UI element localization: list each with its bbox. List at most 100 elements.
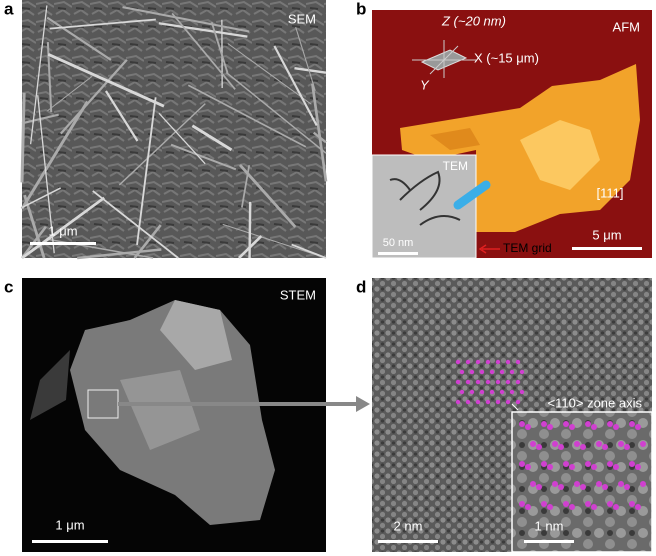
needle bbox=[227, 43, 312, 105]
atom-dot bbox=[591, 504, 597, 510]
atom-dot bbox=[495, 399, 501, 405]
atom-dot bbox=[613, 464, 619, 470]
atom-dot bbox=[465, 359, 471, 365]
atom-dot bbox=[624, 484, 630, 490]
needle bbox=[158, 112, 206, 165]
atom-dot bbox=[525, 424, 531, 430]
annotation: TEM grid bbox=[503, 241, 552, 255]
axis-x: X (~15 μm) bbox=[474, 50, 539, 65]
atom-dot bbox=[580, 444, 586, 450]
atom-dot bbox=[635, 504, 641, 510]
atom-dot bbox=[525, 504, 531, 510]
panel-label: a bbox=[4, 0, 14, 18]
atom-dot bbox=[455, 399, 461, 405]
axis-y: Y bbox=[420, 77, 430, 92]
scale-bar-label: 5 μm bbox=[592, 227, 621, 242]
atom-dot bbox=[499, 389, 505, 395]
atom-dot bbox=[640, 441, 646, 447]
atom-dot bbox=[465, 399, 471, 405]
atom-dot bbox=[547, 424, 553, 430]
atom-dot bbox=[585, 421, 591, 427]
needle bbox=[311, 83, 328, 182]
atom-dot bbox=[485, 399, 491, 405]
atom-dot bbox=[613, 424, 619, 430]
needle bbox=[92, 190, 179, 259]
atom-dot bbox=[530, 441, 536, 447]
atom-dot bbox=[558, 444, 564, 450]
needle bbox=[187, 84, 307, 148]
atom-dot bbox=[505, 399, 511, 405]
needle bbox=[122, 6, 250, 33]
atom-dot bbox=[591, 464, 597, 470]
stem-region bbox=[160, 300, 232, 370]
atom-dot bbox=[509, 389, 515, 395]
atom-dot bbox=[563, 421, 569, 427]
atom-dot bbox=[459, 389, 465, 395]
atom-dot bbox=[536, 444, 542, 450]
atom-dot bbox=[602, 444, 608, 450]
axis-line bbox=[429, 45, 459, 75]
axis-z: Z (~20 nm) bbox=[441, 13, 506, 28]
atom-dot bbox=[596, 441, 602, 447]
scale-bar-label: 1 μm bbox=[48, 223, 77, 238]
scale-bar bbox=[572, 247, 642, 250]
atom-dot bbox=[475, 399, 481, 405]
atom-dot bbox=[489, 369, 495, 375]
needles bbox=[20, 5, 328, 260]
needle bbox=[238, 163, 297, 228]
atom-dot bbox=[547, 464, 553, 470]
needle bbox=[20, 92, 26, 183]
atom-dot bbox=[635, 424, 641, 430]
panel-label: d bbox=[356, 277, 366, 296]
atom-dot bbox=[495, 359, 501, 365]
atom-dot bbox=[515, 379, 521, 385]
needle bbox=[46, 16, 112, 61]
atom-dot bbox=[574, 481, 580, 487]
needle bbox=[222, 223, 327, 259]
needle bbox=[37, 95, 55, 254]
atom-dot bbox=[479, 369, 485, 375]
scale-bar bbox=[378, 540, 438, 543]
atom-dot bbox=[558, 484, 564, 490]
atom-dot bbox=[515, 399, 521, 405]
needle bbox=[136, 97, 157, 245]
atom-dot bbox=[569, 424, 575, 430]
atom-dot bbox=[563, 501, 569, 507]
flake-region bbox=[430, 128, 480, 150]
mode-label: SEM bbox=[288, 11, 316, 26]
atom-dot bbox=[475, 359, 481, 365]
atom-overlay bbox=[455, 359, 525, 405]
atom-dot bbox=[640, 481, 646, 487]
atom-dot bbox=[585, 461, 591, 467]
needle bbox=[312, 131, 327, 144]
zone-axis: <110> zone axis bbox=[548, 395, 643, 410]
scale-bar-label: 50 nm bbox=[383, 237, 414, 249]
needle bbox=[59, 59, 128, 135]
atom-dot bbox=[515, 359, 521, 365]
needle bbox=[291, 243, 327, 259]
needle bbox=[210, 22, 229, 74]
hrtem-inset bbox=[511, 411, 653, 553]
atom-dot bbox=[607, 421, 613, 427]
needle bbox=[23, 194, 46, 259]
atom-dot bbox=[629, 461, 635, 467]
atom-dot bbox=[519, 421, 525, 427]
needle bbox=[47, 52, 165, 108]
atom-dot bbox=[552, 441, 558, 447]
atom-dot bbox=[618, 441, 624, 447]
atom-dot bbox=[499, 369, 505, 375]
atom-dot bbox=[525, 464, 531, 470]
atom-dot bbox=[505, 359, 511, 365]
atom-dot bbox=[469, 369, 475, 375]
stem-region bbox=[30, 350, 70, 420]
needle bbox=[46, 42, 53, 113]
needle bbox=[118, 103, 206, 186]
atom-dot bbox=[485, 359, 491, 365]
atom-dot bbox=[530, 481, 536, 487]
atom-dot bbox=[459, 369, 465, 375]
scale-bar-label: 1 nm bbox=[535, 518, 564, 533]
stem-region bbox=[120, 370, 200, 450]
atom-dot bbox=[505, 379, 511, 385]
needle bbox=[77, 248, 162, 260]
direction-label: [111] bbox=[597, 185, 624, 200]
